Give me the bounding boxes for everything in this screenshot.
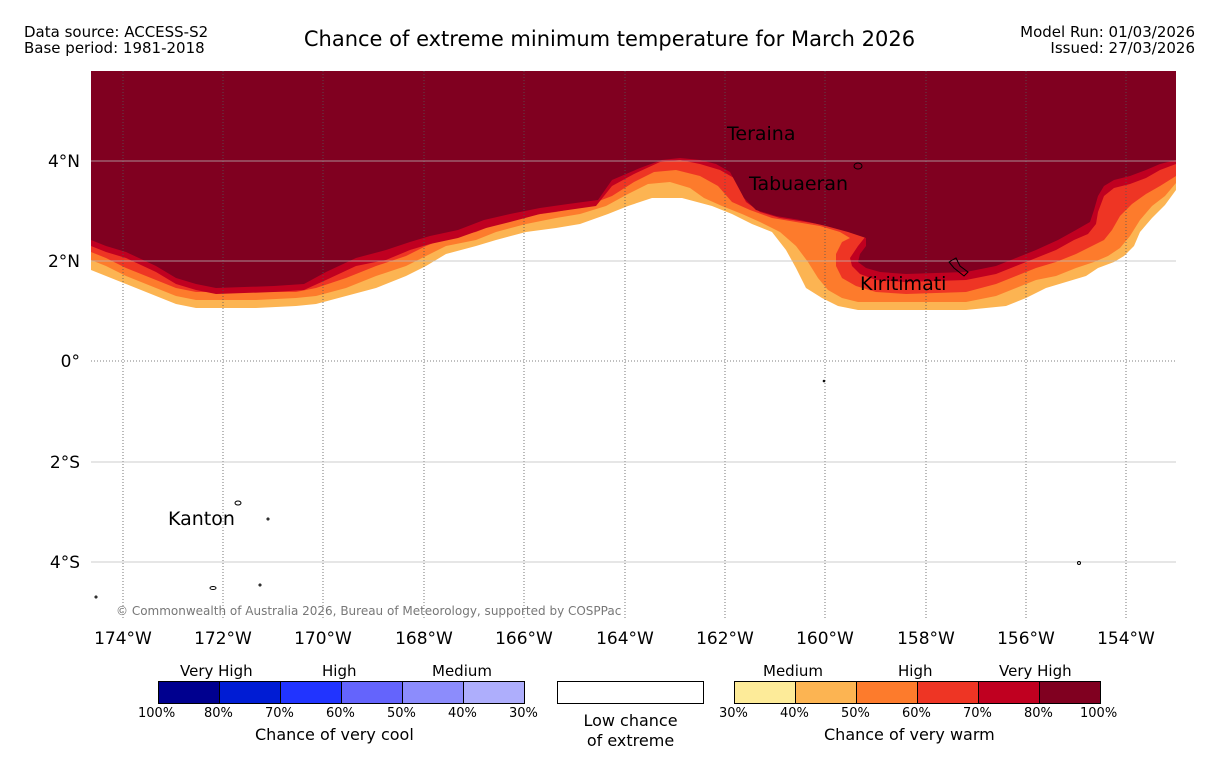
lon-label: 170°W xyxy=(294,629,352,649)
cool-tick: 100% xyxy=(138,706,176,721)
cool-legend-swatch xyxy=(402,681,464,704)
lon-label: 166°W xyxy=(495,629,553,649)
warm-tick: 100% xyxy=(1080,706,1118,721)
warm-tick: 70% xyxy=(963,706,992,721)
warm-cat-very-high: Very High xyxy=(999,662,1072,680)
warm-tick: 60% xyxy=(902,706,931,721)
probability-bands xyxy=(91,71,1176,310)
lon-label: 156°W xyxy=(997,629,1055,649)
lon-label: 174°W xyxy=(94,629,152,649)
warm-tick: 30% xyxy=(719,706,748,721)
island-south-174w xyxy=(94,595,98,599)
lon-label: 168°W xyxy=(395,629,453,649)
lon-label: 162°W xyxy=(696,629,754,649)
lon-label: 172°W xyxy=(194,629,252,649)
cool-tick: 80% xyxy=(204,706,233,721)
lat-label: 0° xyxy=(61,352,80,372)
enderbury-island xyxy=(266,517,270,521)
base-period: Base period: 1981-2018 xyxy=(24,39,205,57)
kiritimati-island xyxy=(948,257,969,277)
place-kanton: Kanton xyxy=(168,508,235,530)
data-source: Data source: ACCESS-S2 xyxy=(24,23,209,41)
jarvis-island xyxy=(822,379,826,383)
warm-legend-swatch xyxy=(1039,681,1101,704)
cool-tick: 60% xyxy=(326,706,355,721)
map-grid xyxy=(91,71,1176,619)
warm-cat-medium: Medium xyxy=(763,662,823,680)
cool-tick: 40% xyxy=(448,706,477,721)
island-south-172w xyxy=(209,586,217,590)
lon-label: 160°W xyxy=(796,629,854,649)
latitude-labels: 4°N 2°N 0° 2°S 4°S xyxy=(48,152,80,573)
cool-legend-swatch xyxy=(219,681,281,704)
header-right: Model Run: 01/03/2026 Issued: 27/03/2026 xyxy=(1020,24,1195,56)
warm-legend-swatch xyxy=(856,681,918,704)
warm-legend-title: Chance of very warm xyxy=(824,725,995,744)
cool-cat-high: High xyxy=(322,662,357,680)
warm-legend-swatch xyxy=(795,681,857,704)
warm-tick: 50% xyxy=(841,706,870,721)
warm-tick: 40% xyxy=(780,706,809,721)
band-100 xyxy=(91,71,1176,288)
lat-label: 4°N xyxy=(48,152,80,172)
neutral-label-line1: Low chance xyxy=(583,711,678,730)
model-run: Model Run: 01/03/2026 xyxy=(1020,23,1195,41)
cool-legend-swatch xyxy=(463,681,525,704)
forecast-map: Teraina Tabuaeran Kiritimati Kanton © Co… xyxy=(48,71,1176,649)
cool-legend-swatch xyxy=(280,681,342,704)
cool-legend-title: Chance of very cool xyxy=(255,725,414,744)
place-teraina: Teraina xyxy=(726,123,796,145)
header-left: Data source: ACCESS-S2 Base period: 1981… xyxy=(24,24,208,56)
warm-cat-high: High xyxy=(898,662,933,680)
warm-legend-swatch xyxy=(978,681,1040,704)
place-kiritimati: Kiritimati xyxy=(860,273,946,295)
map-title: Chance of extreme minimum temperature fo… xyxy=(303,27,916,51)
tabuaeran-island xyxy=(853,162,863,170)
coastlines xyxy=(94,162,1081,599)
longitude-labels: 174°W 172°W 170°W 168°W 166°W 164°W 162°… xyxy=(94,629,1155,649)
kanton-island xyxy=(234,500,242,506)
neutral-label-line2: of extreme xyxy=(586,731,675,750)
cool-tick: 30% xyxy=(509,706,538,721)
warm-tick: 80% xyxy=(1024,706,1053,721)
island-south-155w xyxy=(1077,561,1081,565)
copyright-notice: © Commonwealth of Australia 2026, Bureau… xyxy=(116,604,621,618)
place-tabuaeran: Tabuaeran xyxy=(748,173,848,195)
warm-legend-swatch xyxy=(734,681,796,704)
neutral-swatch xyxy=(557,681,704,704)
lat-label: 2°S xyxy=(50,453,80,473)
warm-legend-swatch xyxy=(917,681,979,704)
issued-date: Issued: 27/03/2026 xyxy=(1050,39,1195,57)
cool-legend-swatch xyxy=(158,681,220,704)
lat-label: 2°N xyxy=(48,252,80,272)
lon-label: 164°W xyxy=(596,629,654,649)
cool-cat-very-high: Very High xyxy=(180,662,253,680)
cool-tick: 50% xyxy=(387,706,416,721)
cool-legend-swatch xyxy=(341,681,403,704)
island-south-171w xyxy=(258,583,262,587)
lat-label: 4°S xyxy=(50,553,80,573)
cool-cat-medium: Medium xyxy=(432,662,492,680)
lon-label: 154°W xyxy=(1097,629,1155,649)
lon-label: 158°W xyxy=(897,629,955,649)
cool-tick: 70% xyxy=(265,706,294,721)
